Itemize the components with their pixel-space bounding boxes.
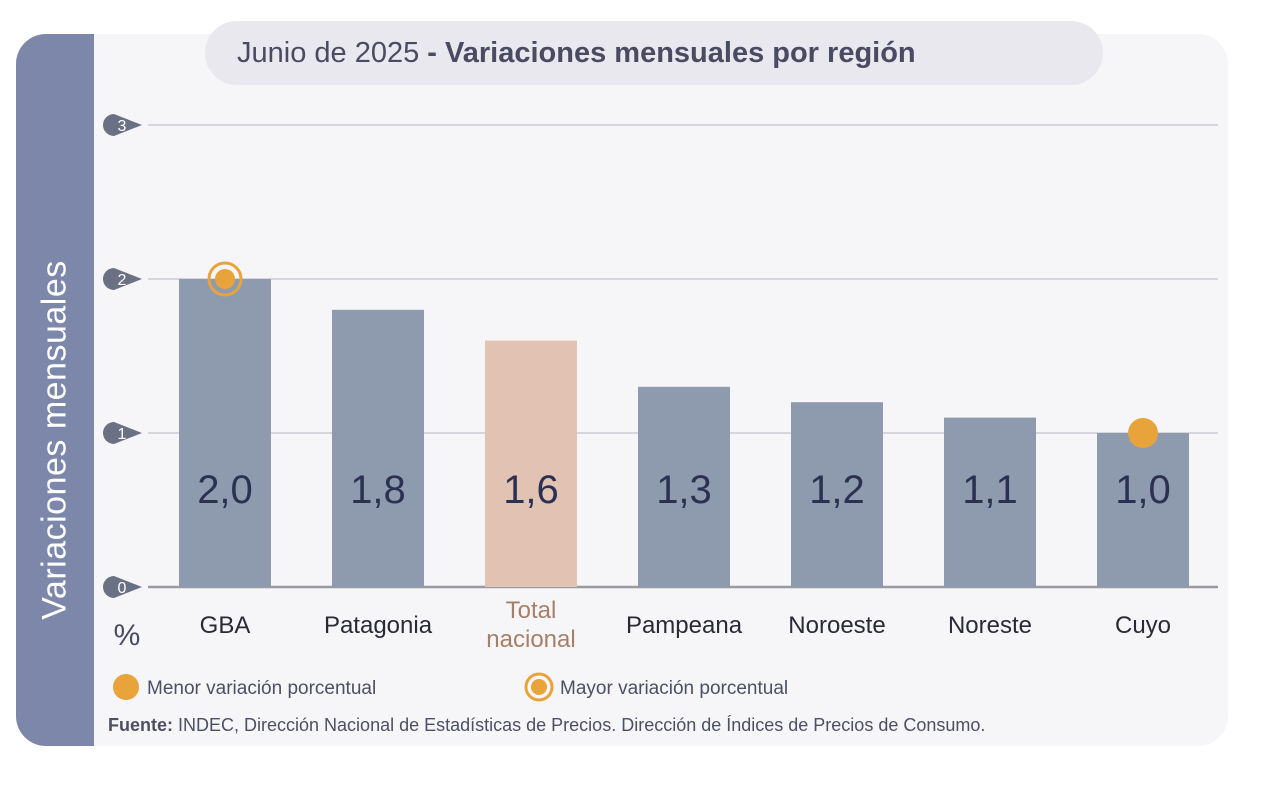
bar-value-label: 1,3 [656, 468, 712, 512]
bar-patagonia [332, 309, 424, 587]
max-variation-marker [215, 269, 235, 289]
source-label: Fuente: [108, 715, 173, 735]
x-tick-label: Pampeana [626, 612, 743, 639]
legend-min-marker [113, 674, 139, 700]
y-unit-label: % [114, 619, 141, 652]
legend-max-label: Mayor variación porcentual [560, 678, 788, 699]
title-date: Junio de 2025 [237, 37, 420, 69]
bar-value-label: 2,0 [197, 468, 253, 512]
x-tick-label: Noreste [948, 612, 1032, 639]
bar-noreste [944, 417, 1036, 587]
y-tick-badge-0 [103, 576, 142, 598]
bar-value-label: 1,6 [503, 468, 559, 512]
side-band: Variaciones mensuales [16, 34, 94, 746]
x-tick-label: Patagonia [324, 612, 433, 639]
max-variation-marker-ring [207, 261, 243, 297]
y-tick-label: 1 [118, 426, 127, 443]
title-separator: - [427, 37, 437, 69]
bar-value-label: 1,8 [350, 468, 406, 512]
legend-max-marker-ring [524, 672, 554, 702]
x-tick-label: GBA [200, 612, 251, 639]
min-variation-marker [1128, 418, 1158, 448]
bar-noroeste [791, 402, 883, 587]
x-tick-label: nacional [486, 626, 575, 653]
y-tick-label: 2 [118, 272, 127, 289]
source-footer: Fuente: INDEC, Dirección Nacional de Est… [108, 715, 985, 736]
bar-value-label: 1,1 [962, 468, 1018, 512]
legend-min-label: Menor variación porcentual [147, 678, 376, 699]
title-text: Variaciones mensuales por región [445, 37, 916, 69]
bar-pampeana [638, 386, 730, 587]
y-tick-label: 0 [118, 580, 127, 597]
bar-value-label: 1,2 [809, 468, 865, 512]
x-tick-label: Total [506, 597, 557, 624]
bar-gba [179, 279, 271, 587]
x-tick-label: Noroeste [788, 612, 885, 639]
bar-cuyo [1097, 433, 1189, 587]
y-tick-badge-3 [103, 114, 142, 136]
y-tick-badge-1 [103, 422, 142, 444]
bar-value-label: 1,0 [1115, 468, 1171, 512]
chart-title: Junio de 2025 - Variaciones mensuales po… [205, 21, 1103, 85]
source-text: INDEC, Dirección Nacional de Estadística… [178, 715, 986, 735]
y-tick-label: 3 [118, 118, 127, 135]
legend-max-marker [531, 679, 547, 695]
y-tick-badge-2 [103, 268, 142, 290]
bar-total-nacional [485, 340, 577, 587]
x-tick-label: Cuyo [1115, 612, 1171, 639]
